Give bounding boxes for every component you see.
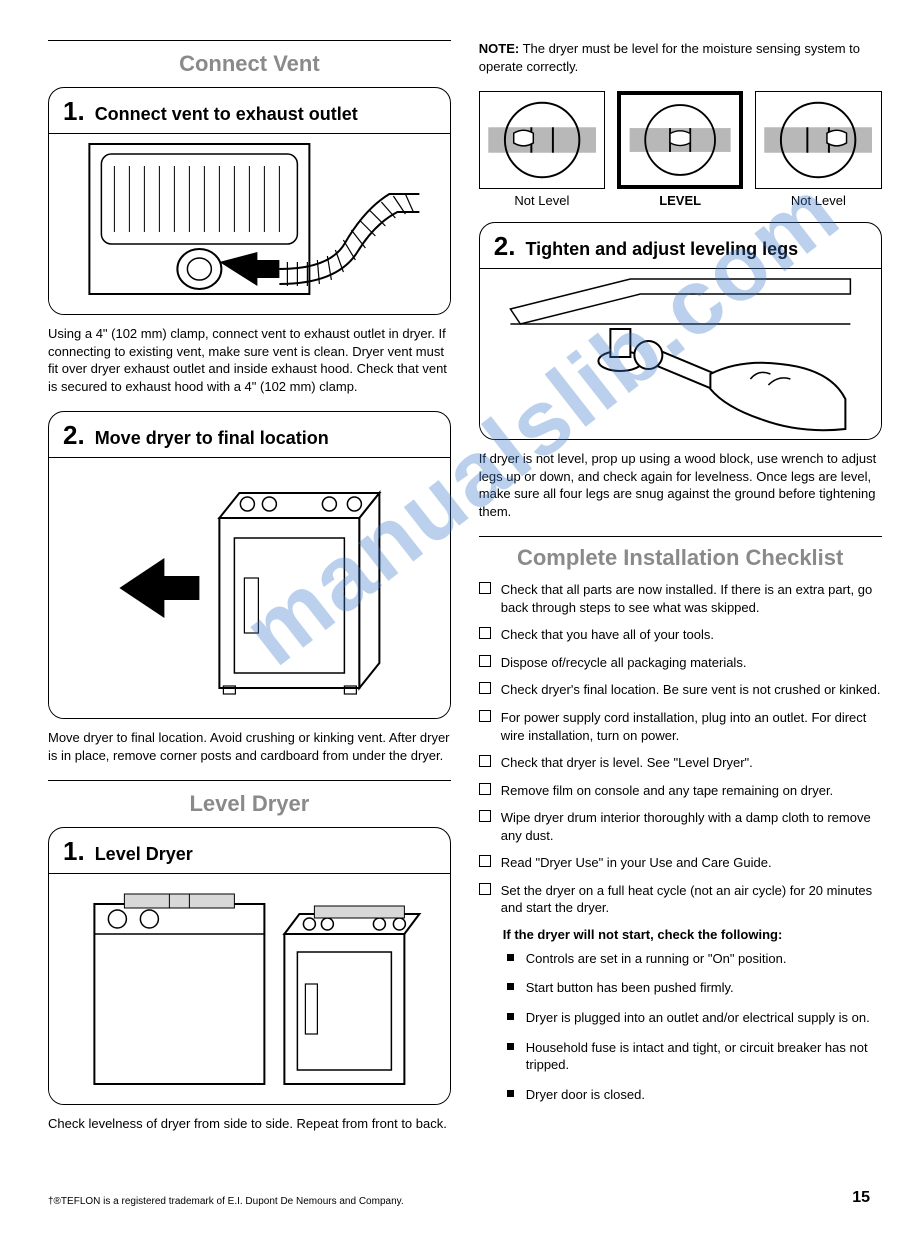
section-title-level-dryer: Level Dryer — [48, 791, 451, 817]
square-bullet-icon — [507, 1013, 514, 1020]
step-number: 1. — [63, 96, 85, 127]
bullet-text: Household fuse is intact and tight, or c… — [526, 1039, 882, 1074]
checklist-item: Check dryer's final location. Be sure ve… — [479, 681, 882, 699]
step-header: 2. Tighten and adjust leveling legs — [480, 223, 881, 269]
step-title: Connect vent to exhaust outlet — [95, 104, 358, 125]
checkbox-icon — [479, 582, 491, 594]
checkbox-icon — [479, 655, 491, 667]
step-number: 2. — [494, 231, 516, 262]
checklist-item: Set the dryer on a full heat cycle (not … — [479, 882, 882, 917]
checkbox-icon — [479, 810, 491, 822]
bullet-item: Dryer door is closed. — [507, 1086, 882, 1104]
sub-heading: If the dryer will not start, check the f… — [503, 927, 882, 942]
square-bullet-icon — [507, 1090, 514, 1097]
step-box-right-2: 2. Tighten and adjust leveling legs — [479, 222, 882, 440]
level-item-2: LEVEL — [617, 91, 743, 208]
note-label: NOTE: — [479, 41, 519, 56]
bullet-text: Dryer is plugged into an outlet and/or e… — [526, 1009, 870, 1027]
level-figure — [755, 91, 881, 189]
step1-text: Using a 4" (102 mm) clamp, connect vent … — [48, 325, 451, 395]
step-title: Move dryer to final location — [95, 428, 329, 449]
step-box-1: 1. Connect vent to exhaust outlet — [48, 87, 451, 315]
checklist-item: Check that dryer is level. See "Level Dr… — [479, 754, 882, 772]
level-label: LEVEL — [617, 193, 743, 208]
checklist-item: Read "Dryer Use" in your Use and Care Gu… — [479, 854, 882, 872]
checklist-item: Dispose of/recycle all packaging materia… — [479, 654, 882, 672]
checklist-item: Remove film on console and any tape rema… — [479, 782, 882, 800]
figure-move-dryer — [49, 458, 450, 718]
bullet-item: Start button has been pushed firmly. — [507, 979, 882, 997]
checklist-text: Check that all parts are now installed. … — [501, 581, 882, 616]
level-item-3: Not Level — [755, 91, 881, 208]
step-header: 2. Move dryer to final location — [49, 412, 450, 458]
checklist-item: For power supply cord installation, plug… — [479, 709, 882, 744]
square-bullet-icon — [507, 983, 514, 990]
checklist-item: Check that all parts are now installed. … — [479, 581, 882, 616]
checkbox-icon — [479, 710, 491, 722]
checkbox-icon — [479, 855, 491, 867]
left-column: Connect Vent 1. Connect vent to exhaust … — [48, 40, 451, 1149]
step2-text: Move dryer to final location. Avoid crus… — [48, 729, 451, 764]
bullet-text: Start button has been pushed firmly. — [526, 979, 734, 997]
step-header: 1. Level Dryer — [49, 828, 450, 874]
step-box-3: 1. Level Dryer — [48, 827, 451, 1105]
note-text: NOTE: The dryer must be level for the mo… — [479, 40, 882, 75]
checkbox-icon — [479, 755, 491, 767]
page-number: 15 — [852, 1189, 870, 1207]
figure-level-dryer — [49, 874, 450, 1104]
level-label: Not Level — [479, 193, 605, 208]
checkbox-icon — [479, 627, 491, 639]
checkbox-icon — [479, 883, 491, 895]
step-header: 1. Connect vent to exhaust outlet — [49, 88, 450, 134]
checklist-text: Remove film on console and any tape rema… — [501, 782, 833, 800]
level-item-1: Not Level — [479, 91, 605, 208]
bullet-text: Dryer door is closed. — [526, 1086, 645, 1104]
checklist-item: Check that you have all of your tools. — [479, 626, 882, 644]
square-bullet-icon — [507, 954, 514, 961]
step-number: 1. — [63, 836, 85, 867]
trademark-note: †®TEFLON is a registered trademark of E.… — [48, 1196, 404, 1207]
step-box-2: 2. Move dryer to final location — [48, 411, 451, 719]
checklist-text: Read "Dryer Use" in your Use and Care Gu… — [501, 854, 772, 872]
step3-text: Check levelness of dryer from side to si… — [48, 1115, 451, 1133]
checklist-item: Wipe dryer drum interior thoroughly with… — [479, 809, 882, 844]
page-footer: †®TEFLON is a registered trademark of E.… — [48, 1189, 870, 1207]
note-body: The dryer must be level for the moisture… — [479, 41, 860, 74]
bullet-item: Household fuse is intact and tight, or c… — [507, 1039, 882, 1074]
bullet-item: Dryer is plugged into an outlet and/or e… — [507, 1009, 882, 1027]
checklist: Check that all parts are now installed. … — [479, 581, 882, 1103]
level-grid: Not Level LEVEL — [479, 91, 882, 208]
level-figure — [479, 91, 605, 189]
right-step2-text: If dryer is not level, prop up using a w… — [479, 450, 882, 520]
divider — [48, 780, 451, 781]
level-figure-emphasized — [617, 91, 743, 189]
step-number: 2. — [63, 420, 85, 451]
checklist-title: Complete Installation Checklist — [479, 536, 882, 571]
right-column: NOTE: The dryer must be level for the mo… — [479, 40, 882, 1149]
level-label: Not Level — [755, 193, 881, 208]
divider — [48, 40, 451, 41]
section-title-connect-vent: Connect Vent — [48, 51, 451, 77]
checklist-text: Check dryer's final location. Be sure ve… — [501, 681, 881, 699]
bullet-text: Controls are set in a running or "On" po… — [526, 950, 787, 968]
checklist-text: For power supply cord installation, plug… — [501, 709, 882, 744]
checklist-text: Check that dryer is level. See "Level Dr… — [501, 754, 753, 772]
checkbox-icon — [479, 783, 491, 795]
figure-leveling-legs — [480, 269, 881, 439]
checklist-text: Wipe dryer drum interior thoroughly with… — [501, 809, 882, 844]
checklist-text: Set the dryer on a full heat cycle (not … — [501, 882, 882, 917]
step-title: Level Dryer — [95, 844, 193, 865]
step-title: Tighten and adjust leveling legs — [525, 239, 798, 260]
bullet-item: Controls are set in a running or "On" po… — [507, 950, 882, 968]
checkbox-icon — [479, 682, 491, 694]
checklist-text: Dispose of/recycle all packaging materia… — [501, 654, 747, 672]
square-bullet-icon — [507, 1043, 514, 1050]
page-columns: Connect Vent 1. Connect vent to exhaust … — [48, 40, 870, 1149]
checklist-text: Check that you have all of your tools. — [501, 626, 714, 644]
figure-connect-vent — [49, 134, 450, 314]
